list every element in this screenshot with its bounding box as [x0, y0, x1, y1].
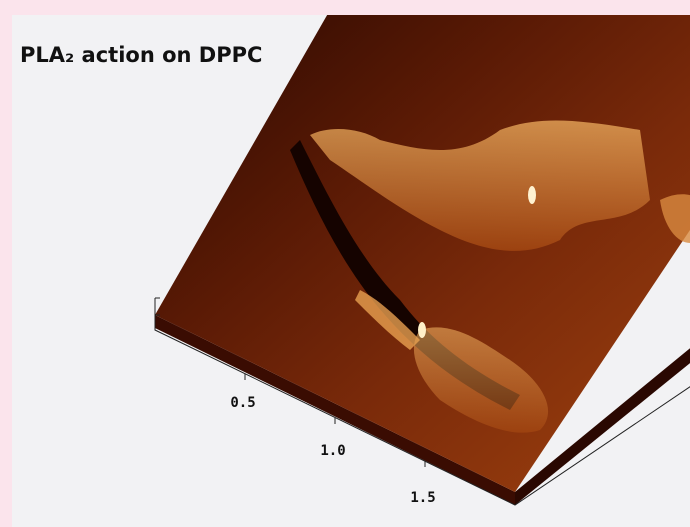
- axis-label: 1.5: [410, 490, 435, 506]
- afm-view: PLA₂ action on DPPC 0.5 1.0 1.5: [0, 0, 690, 527]
- axis-label: 0.5: [230, 395, 255, 411]
- axis-label: 1.0: [320, 443, 345, 459]
- title: PLA₂ action on DPPC: [20, 43, 262, 67]
- peak: [528, 186, 536, 204]
- peak: [418, 322, 426, 338]
